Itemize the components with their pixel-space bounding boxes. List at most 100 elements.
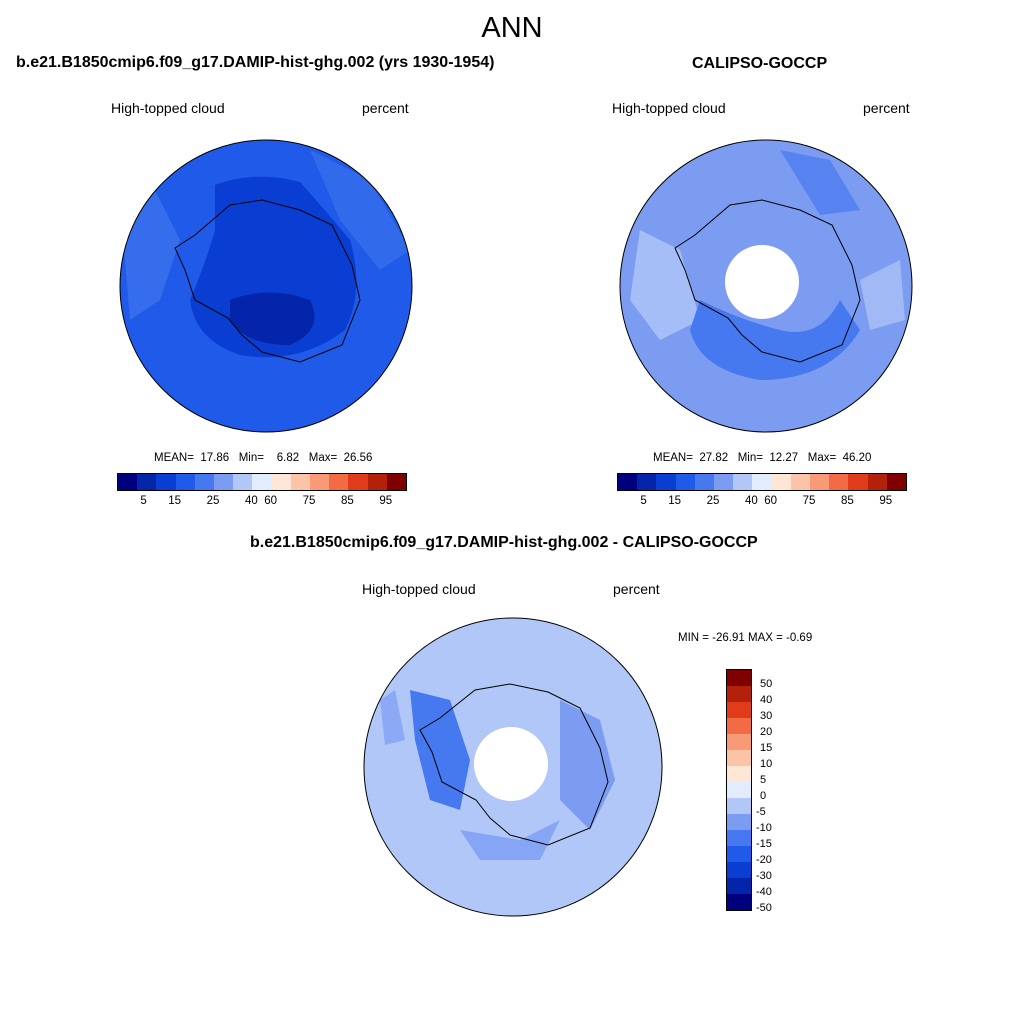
model-max-value: 26.56: [343, 452, 373, 464]
obs-max-label: Max=: [807, 452, 837, 464]
diff-field-patch: [560, 700, 615, 830]
colorbar-tick-label: -40: [756, 886, 772, 898]
colorbar-swatch: [194, 474, 215, 490]
colorbar-tick-label: -30: [756, 870, 772, 882]
colorbar-swatch: [727, 846, 751, 862]
colorbar-tick-label: 15: [668, 495, 681, 507]
colorbar-swatch: [618, 474, 638, 490]
obs-field-low-region: [690, 300, 860, 380]
colorbar-tick-label: 30: [760, 710, 773, 722]
colorbar-swatch: [233, 474, 253, 490]
model-max-label: Max=: [308, 452, 338, 464]
colorbar-swatch: [886, 474, 907, 490]
colorbar-swatch: [367, 474, 387, 490]
colorbar-swatch: [348, 474, 368, 490]
obs-map-border: [619, 139, 913, 433]
colorbar-tick-label: 5: [760, 774, 767, 786]
colorbar-tick-label: 50: [760, 678, 773, 690]
colorbar-tick-label: 20: [760, 726, 773, 738]
colorbar-tick-label: 15: [760, 742, 773, 754]
obs-field-patch: [630, 230, 700, 340]
colorbar-swatch: [252, 474, 272, 490]
obs-field-patch: [780, 150, 860, 215]
colorbar-swatch: [675, 474, 695, 490]
obs-max-value: 46.20: [842, 452, 872, 464]
model-min-value: 6.82: [276, 452, 300, 464]
colorbar-swatch: [727, 878, 751, 894]
obs-mean-label: MEAN=: [653, 452, 693, 464]
colorbar-tick-label: -10: [756, 822, 772, 834]
colorbar-tick-label: 95: [379, 495, 393, 507]
colorbar-tick-label: 60: [764, 495, 777, 507]
colorbar-swatch: [727, 702, 751, 718]
colorbar-tick-label: 75: [802, 495, 816, 507]
colorbar-tick-label: -20: [756, 854, 772, 866]
colorbar-tick-label: -15: [756, 838, 772, 850]
colorbar-tick-label: 85: [840, 495, 854, 507]
colorbar-tick-label: 25: [206, 495, 220, 507]
obs-min-value: 12.27: [769, 452, 799, 464]
colorbar-swatch: [118, 474, 138, 490]
model-colorbar: [117, 473, 407, 491]
colorbar-tick-label: 25: [706, 495, 720, 507]
colorbar-swatch: [329, 474, 349, 490]
obs-panel-title: CALIPSO-GOCCP: [692, 55, 828, 72]
colorbar-swatch: [727, 862, 751, 878]
model-min-label: Min=: [238, 452, 264, 464]
colorbar-swatch: [156, 474, 176, 490]
colorbar-swatch: [752, 474, 772, 490]
colorbar-swatch: [310, 474, 330, 490]
diff-minmax: MIN = -26.91 MAX = -0.69: [678, 632, 813, 644]
obs-colorbar: [617, 473, 907, 491]
colorbar-swatch: [790, 474, 811, 490]
colorbar-swatch: [175, 474, 195, 490]
diff-units-label: percent: [613, 581, 660, 597]
diff-colorbar: [726, 669, 752, 911]
colorbar-swatch: [637, 474, 657, 490]
model-map-border: [119, 139, 413, 433]
model-field-patch: [310, 150, 410, 270]
colorbar-swatch: [727, 766, 751, 782]
obs-polar-gap: [725, 245, 799, 319]
colorbar-tick-label: 5: [640, 495, 647, 507]
colorbar-swatch: [137, 474, 157, 490]
colorbar-swatch: [727, 814, 751, 830]
obs-antarctica-coastline: [674, 199, 861, 363]
colorbar-swatch: [386, 474, 407, 490]
model-mean-label: MEAN=: [154, 452, 194, 464]
colorbar-swatch: [733, 474, 753, 490]
obs-stats: MEAN= 27.82 Min= 12.27 Max= 46.20: [653, 452, 871, 464]
colorbar-tick-label: 85: [340, 495, 354, 507]
obs-variable-label: High-topped cloud: [612, 100, 726, 116]
colorbar-tick-label: 10: [760, 758, 773, 770]
diff-map: [363, 617, 663, 917]
model-antarctica-coastline: [174, 199, 361, 363]
colorbar-tick-label: 40: [760, 694, 773, 706]
colorbar-tick-label: -5: [756, 806, 766, 818]
diff-field-patch: [380, 690, 405, 745]
colorbar-swatch: [714, 474, 734, 490]
colorbar-swatch: [771, 474, 791, 490]
colorbar-tick-label: 5: [140, 495, 147, 507]
colorbar-swatch: [727, 686, 751, 702]
colorbar-swatch: [214, 474, 234, 490]
diff-panel-title: b.e21.B1850cmip6.f09_g17.DAMIP-hist-ghg.…: [250, 534, 758, 551]
model-mean-value: 17.86: [200, 452, 230, 464]
colorbar-tick-label: 75: [302, 495, 316, 507]
colorbar-swatch: [271, 474, 291, 490]
colorbar-swatch: [727, 718, 751, 734]
colorbar-swatch: [727, 798, 751, 814]
diff-polar-gap: [474, 727, 548, 801]
model-panel-title: b.e21.B1850cmip6.f09_g17.DAMIP-hist-ghg.…: [16, 54, 495, 71]
diff-field-patch: [460, 820, 560, 860]
colorbar-swatch: [727, 734, 751, 750]
colorbar-tick-label: 15: [168, 495, 181, 507]
colorbar-swatch: [867, 474, 887, 490]
colorbar-tick-label: 95: [879, 495, 893, 507]
colorbar-swatch: [694, 474, 715, 490]
obs-field-patch: [860, 260, 905, 330]
model-stats: MEAN= 17.86 Min= 6.82 Max= 26.56: [154, 452, 372, 464]
colorbar-swatch: [810, 474, 830, 490]
colorbar-tick-label: 40: [244, 495, 258, 507]
